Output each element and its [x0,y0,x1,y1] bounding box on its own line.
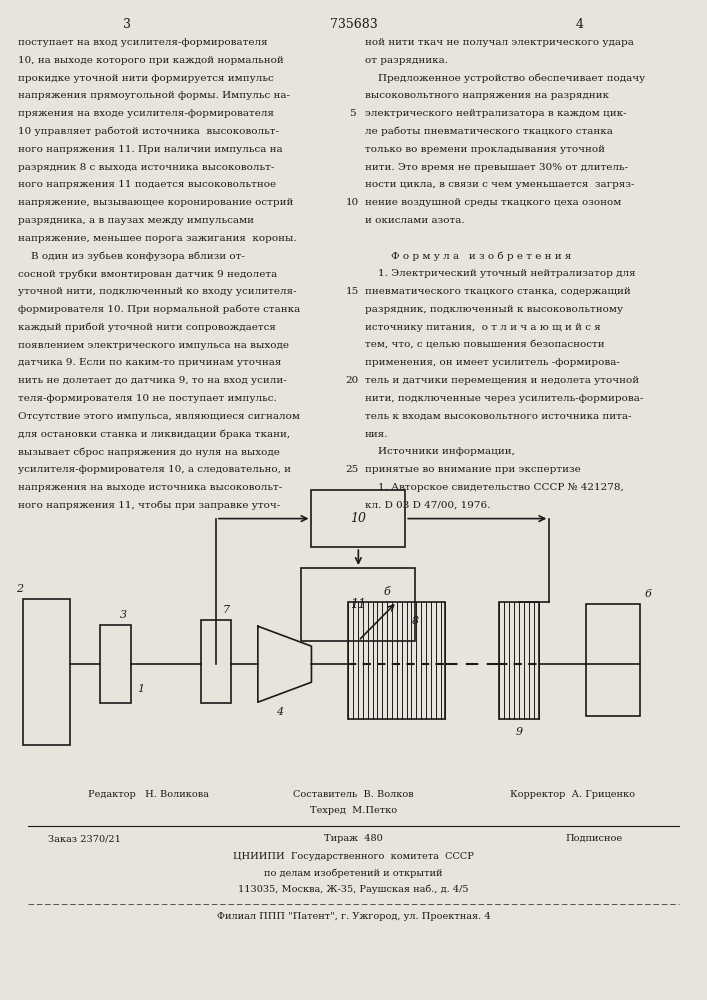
Bar [499,602,539,719]
Text: напряжения прямоугольной формы. Импульс на-: напряжения прямоугольной формы. Импульс … [18,91,290,100]
Text: электрического нейтрализатора в каждом цик-: электрического нейтрализатора в каждом ц… [365,109,626,118]
Bar [312,490,405,547]
Text: В один из зубьев конфузора вблизи от-: В один из зубьев конфузора вблизи от- [18,252,245,261]
Text: по делам изобретений и открытий: по делам изобретений и открытий [264,868,443,878]
Text: датчика 9. Если по каким-то причинам уточная: датчика 9. Если по каким-то причинам уто… [18,358,281,367]
Text: ного напряжения 11, чтобы при заправке уточ-: ного напряжения 11, чтобы при заправке у… [18,501,280,510]
Text: разрядника, а в паузах между импульсами: разрядника, а в паузах между импульсами [18,216,254,225]
Text: Ф о р м у л а   и з о б р е т е н и я: Ф о р м у л а и з о б р е т е н и я [365,252,571,261]
Text: тель и датчики перемещения и недолета уточной: тель и датчики перемещения и недолета ут… [365,376,639,385]
Text: 25: 25 [346,465,358,474]
Text: 9: 9 [515,727,522,737]
Text: Источники информации,: Источники информации, [365,447,515,456]
Bar [349,602,445,719]
Text: Подписное: Подписное [566,834,622,843]
Text: 3: 3 [123,18,132,31]
Text: поступает на вход усилителя-формирователя: поступает на вход усилителя-формировател… [18,38,268,47]
Text: ЦНИИПИ  Государственного  комитета  СССР: ЦНИИПИ Государственного комитета СССР [233,852,474,861]
Text: тель к входам высоковольтного источника пита-: тель к входам высоковольтного источника … [365,412,631,421]
Text: появлением электрического импульса на выходе: появлением электрического импульса на вы… [18,341,289,350]
Text: напряжения на выходе источника высоковольт-: напряжения на выходе источника высоковол… [18,483,282,492]
Bar [100,625,131,703]
Text: высоковольтного напряжения на разрядник: высоковольтного напряжения на разрядник [365,91,609,100]
Text: напряжение, меньшее порога зажигания  короны.: напряжение, меньшее порога зажигания кор… [18,234,297,243]
Text: Филиал ППП "Патент", г. Ужгород, ул. Проектная. 4: Филиал ППП "Патент", г. Ужгород, ул. Про… [216,912,491,921]
Text: 11: 11 [351,598,366,611]
Text: нить не долетает до датчика 9, то на вход усили-: нить не долетает до датчика 9, то на вхо… [18,376,287,385]
Text: 10, на выходе которого при каждой нормальной: 10, на выходе которого при каждой нормал… [18,56,284,65]
Text: от разрядника.: от разрядника. [365,56,448,65]
Text: нение воздушной среды ткацкого цеха озоном: нение воздушной среды ткацкого цеха озон… [365,198,621,207]
Text: Редактор   Н. Воликова: Редактор Н. Воликова [88,790,209,799]
Text: вызывает сброс напряжения до нуля на выходе: вызывает сброс напряжения до нуля на вых… [18,447,280,457]
Text: 10: 10 [351,512,366,525]
Text: теля-формирователя 10 не поступает импульс.: теля-формирователя 10 не поступает импул… [18,394,276,403]
Text: Предложенное устройство обеспечивает подачу: Предложенное устройство обеспечивает под… [365,74,645,83]
Text: разрядник, подключенный к высоковольтному: разрядник, подключенный к высоковольтном… [365,305,623,314]
Text: 2: 2 [16,584,23,594]
Text: 4: 4 [575,18,584,31]
Text: 1. Авторское свидетельство СССР № 421278,: 1. Авторское свидетельство СССР № 421278… [365,483,624,492]
Text: 113035, Москва, Ж-35, Раушская наб., д. 4/5: 113035, Москва, Ж-35, Раушская наб., д. … [238,884,469,894]
Text: применения, он имеет усилитель -формирова-: применения, он имеет усилитель -формиров… [365,358,620,367]
Text: 6: 6 [644,589,651,599]
Text: источнику питания,  о т л и ч а ю щ и й с я: источнику питания, о т л и ч а ю щ и й с… [365,323,601,332]
Bar [301,568,415,641]
Text: 5: 5 [349,109,356,118]
Text: принятые во внимание при экспертизе: принятые во внимание при экспертизе [365,465,580,474]
Text: Тираж  480: Тираж 480 [324,834,383,843]
Text: 735683: 735683 [329,18,378,31]
Text: прокидке уточной нити формируется импульс: прокидке уточной нити формируется импуль… [18,74,274,83]
Text: Составитель  В. Волков: Составитель В. Волков [293,790,414,799]
Text: тем, что, с целью повышения безопасности: тем, что, с целью повышения безопасности [365,341,604,350]
Text: каждый прибой уточной нити сопровождается: каждый прибой уточной нити сопровождаетс… [18,323,276,332]
Text: Отсутствие этого импульса, являющиеся сигналом: Отсутствие этого импульса, являющиеся си… [18,412,300,421]
Bar [586,604,640,716]
Text: нити, подключенные через усилитель-формирова-: нити, подключенные через усилитель-форми… [365,394,643,403]
Text: ной нити ткач не получал электрического удара: ной нити ткач не получал электрического … [365,38,634,47]
Text: сосной трубки вмонтирован датчик 9 недолета: сосной трубки вмонтирован датчик 9 недол… [18,269,277,279]
Text: 10 управляет работой источника  высоковольт-: 10 управляет работой источника высоковол… [18,127,279,136]
Text: Заказ 2370/21: Заказ 2370/21 [48,834,122,843]
Text: ности цикла, в связи с чем уменьшается  загряз-: ности цикла, в связи с чем уменьшается з… [365,180,634,189]
Text: 7: 7 [223,605,230,615]
Text: 15: 15 [346,287,358,296]
Bar [23,599,70,745]
Text: ния.: ния. [365,430,389,439]
Text: 8: 8 [412,616,419,626]
Text: уточной нити, подключенный ко входу усилителя-: уточной нити, подключенный ко входу усил… [18,287,297,296]
Text: нити. Это время не превышает 30% от длитель-: нити. Это время не превышает 30% от длит… [365,163,628,172]
Text: 3: 3 [120,610,127,620]
Text: б: б [384,587,390,597]
Text: пряжения на входе усилителя-формирователя: пряжения на входе усилителя-формировател… [18,109,274,118]
Text: ного напряжения 11 подается высоковольтное: ного напряжения 11 подается высоковольтн… [18,180,276,189]
Text: и окислами азота.: и окислами азота. [365,216,464,225]
Text: 4: 4 [276,707,283,717]
Text: пневматического ткацкого станка, содержащий: пневматического ткацкого станка, содержа… [365,287,631,296]
Text: для остановки станка и ликвидации брака ткани,: для остановки станка и ликвидации брака … [18,430,290,439]
Text: 20: 20 [346,376,358,385]
Text: только во времени прокладывания уточной: только во времени прокладывания уточной [365,145,605,154]
Text: Корректор  А. Гриценко: Корректор А. Гриценко [510,790,635,799]
Text: формирователя 10. При нормальной работе станка: формирователя 10. При нормальной работе … [18,305,300,314]
Text: ного напряжения 11. При наличии импульса на: ного напряжения 11. При наличии импульса… [18,145,283,154]
Text: напряжение, вызывающее коронирование острий: напряжение, вызывающее коронирование ост… [18,198,293,207]
Text: кл. D 03 D 47/00, 1976.: кл. D 03 D 47/00, 1976. [365,501,491,510]
Text: усилителя-формирователя 10, а следовательно, и: усилителя-формирователя 10, а следовател… [18,465,291,474]
Text: 1. Электрический уточный нейтрализатор для: 1. Электрический уточный нейтрализатор д… [365,269,636,278]
Text: 10: 10 [346,198,358,207]
Text: Техред  М.Петко: Техред М.Петко [310,806,397,815]
Text: 1: 1 [137,684,144,694]
Text: ле работы пневматического ткацкого станка: ле работы пневматического ткацкого станк… [365,127,613,136]
Bar [201,620,231,703]
Text: разрядник 8 с выхода источника высоковольт-: разрядник 8 с выхода источника высоковол… [18,163,274,172]
